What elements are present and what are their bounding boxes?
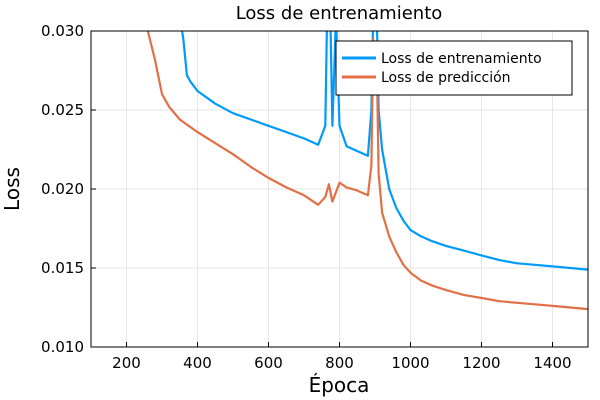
x-tick-label: 1200	[462, 354, 500, 372]
x-tick-label: 200	[112, 354, 141, 372]
series-line-train	[181, 31, 588, 271]
x-tick-label: 400	[183, 354, 212, 372]
plot-area	[146, 31, 588, 311]
legend-box	[335, 40, 573, 96]
legend-label-pred: Loss de predicción	[381, 70, 511, 86]
legend: Loss de entrenamiento Loss de predicción	[335, 40, 573, 96]
chart-title: Loss de entrenamiento	[236, 3, 443, 24]
x-axis-label: Época	[309, 373, 370, 397]
x-tick-label: 600	[254, 354, 283, 372]
series-line-pred	[146, 31, 588, 311]
x-tick-label: 800	[325, 354, 354, 372]
legend-label-train: Loss de entrenamiento	[381, 51, 542, 67]
x-tick-label: 1400	[533, 354, 571, 372]
y-tick-label: 0.025	[41, 101, 84, 119]
y-tick-label: 0.015	[41, 259, 84, 277]
x-tick-label: 1000	[391, 354, 429, 372]
y-axis-label: Loss	[0, 167, 24, 211]
y-tick-label: 0.020	[41, 180, 84, 198]
y-tick-label: 0.030	[41, 22, 84, 40]
y-tick-label: 0.010	[41, 338, 84, 356]
axis-ticks: 200 400 600 800 1000 1200 1400 0.010 0.015 0.020 0…	[41, 22, 572, 372]
